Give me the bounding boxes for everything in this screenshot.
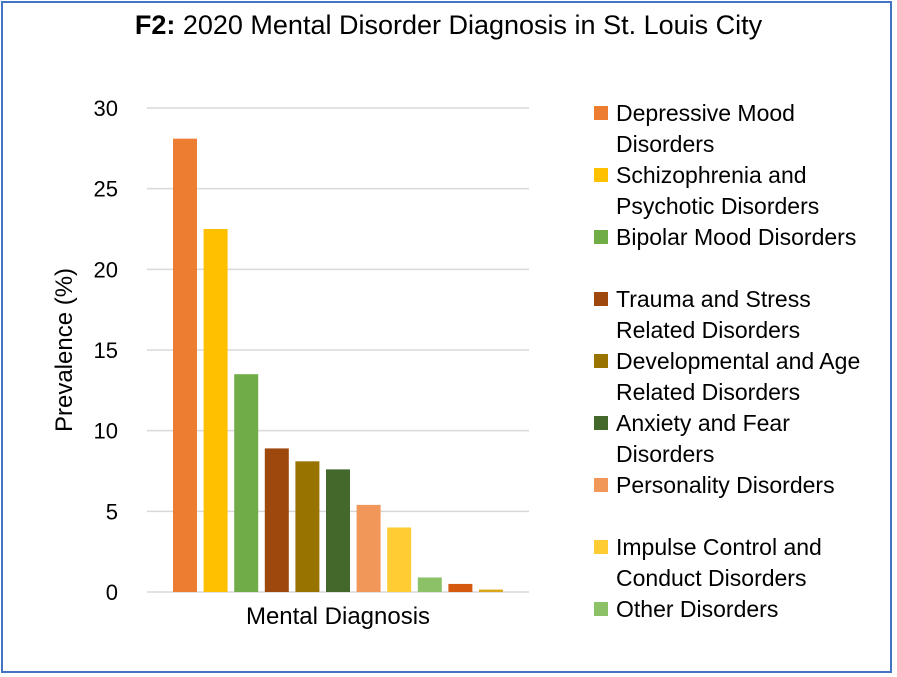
bar-8 [387, 527, 412, 592]
legend-label: Schizophrenia and Psychotic Disorders [616, 162, 820, 219]
y-tick-label: 30 [94, 96, 118, 121]
bar-6 [326, 469, 350, 592]
chart-title: F2: 2020 Mental Disorder Diagnosis in St… [0, 10, 897, 41]
legend-label: Other Disorders [616, 596, 779, 622]
legend-label: Bipolar Mood Disorders [616, 224, 857, 250]
bar-10 [448, 583, 473, 592]
y-axis-ticks: 0 5 10 15 20 25 30 [94, 96, 118, 605]
y-tick-label: 0 [106, 580, 118, 605]
bars [173, 138, 503, 593]
bar-9 [417, 577, 442, 592]
y-axis-label: Prevalence (%) [51, 268, 78, 432]
bar-3 [234, 374, 259, 592]
legend-swatch [594, 354, 608, 368]
y-tick-label: 20 [94, 257, 118, 282]
legend-label: Depressive Mood Disorders [616, 100, 795, 157]
y-tick-label: 5 [106, 499, 118, 524]
legend-swatch [594, 292, 608, 306]
y-tick-label: 15 [94, 338, 118, 363]
bar-1 [173, 138, 197, 593]
legend-swatch [594, 478, 608, 492]
y-tick-label: 10 [94, 419, 118, 444]
bar-2 [203, 229, 228, 592]
bar-5 [295, 461, 320, 592]
chart-title-prefix: F2: [134, 10, 176, 40]
legend-label: Anxiety and Fear Disorders [616, 410, 790, 467]
legend-swatch [594, 540, 608, 554]
x-axis-label: Mental Diagnosis [246, 603, 430, 630]
legend-label: Trauma and Stress Related Disorders [616, 286, 811, 343]
legend-swatch [594, 230, 608, 244]
legend-swatch [594, 168, 608, 182]
legend-label: Personality Disorders [616, 472, 835, 498]
legend-label: Developmental and Age Related Disorders [616, 348, 861, 405]
legend-swatch [594, 106, 608, 120]
y-tick-label: 25 [94, 177, 118, 202]
legend-label: Impulse Control and Conduct Disorders [616, 534, 822, 591]
chart-title-text: 2020 Mental Disorder Diagnosis in St. Lo… [182, 10, 763, 40]
legend-swatch [594, 416, 608, 430]
bar-7 [356, 504, 381, 592]
legend-swatch [594, 602, 608, 616]
bar-4 [264, 448, 289, 592]
bar-11 [479, 589, 503, 592]
